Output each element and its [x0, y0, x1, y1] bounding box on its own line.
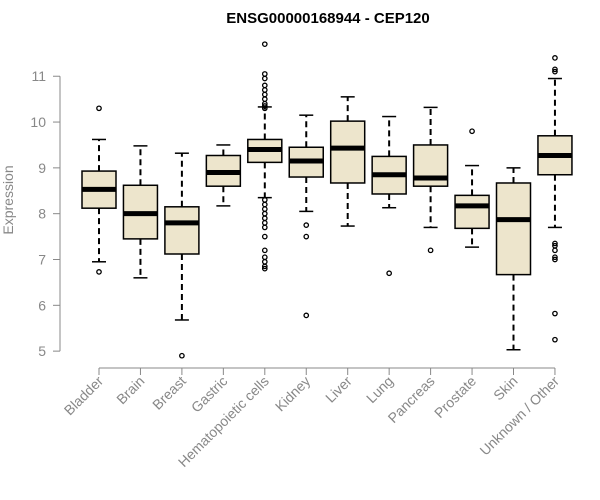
outlier-point [261, 201, 268, 208]
x-tick-label: Liver [322, 373, 355, 406]
outlier-point [96, 105, 102, 112]
box [329, 120, 366, 184]
outlier-point [261, 96, 268, 102]
y-tick-label: 6 [38, 297, 46, 313]
outlier-point [261, 87, 268, 93]
x-tick-label: Prostate [431, 373, 479, 421]
y-axis: 5 6 7 8 9 10 11 [30, 68, 61, 359]
outlier-point [261, 263, 268, 270]
outlier-point [179, 352, 185, 359]
x-tick-label: Unknown / Other [476, 373, 562, 459]
outlier-point [261, 224, 268, 231]
x-tick-label: Skin [490, 373, 521, 404]
outlier-point [261, 258, 268, 265]
outlier-point [261, 247, 268, 254]
outlier-point [261, 41, 268, 48]
box-group [412, 106, 449, 254]
box-group [164, 152, 200, 359]
outlier-point [261, 206, 268, 212]
outlier-point [261, 219, 268, 226]
outlier-point [96, 269, 102, 275]
box-group [537, 55, 573, 343]
y-tick-label: 9 [38, 160, 46, 176]
box-group [288, 114, 324, 319]
x-tick-label: Brain [113, 373, 147, 407]
y-tick-label: 5 [38, 343, 46, 359]
x-tick-label: Lung [363, 373, 396, 406]
outlier-point [386, 270, 392, 277]
box-group [205, 144, 242, 207]
box-series [81, 41, 573, 359]
box-group [454, 128, 490, 248]
box-group [81, 105, 117, 275]
y-tick-label: 7 [38, 251, 46, 267]
x-tick-label: Bladder [61, 373, 107, 419]
outlier-point [261, 75, 268, 82]
outlier-point [261, 71, 268, 77]
box [454, 194, 490, 230]
outlier-point [552, 254, 558, 261]
outlier-point [552, 310, 558, 317]
chart-title: ENSG00000168944 - CEP120 [226, 10, 429, 27]
outlier-point [261, 210, 268, 217]
outlier-point [261, 265, 268, 272]
outlier-point [552, 336, 558, 343]
y-axis-label: Expression [0, 165, 16, 234]
y-tick-label: 10 [30, 114, 46, 130]
box-group [329, 96, 366, 227]
outlier-point [261, 215, 268, 222]
outlier-point [469, 128, 475, 135]
outlier-point [261, 254, 268, 261]
outlier-point [261, 197, 268, 203]
box [495, 182, 532, 276]
outlier-point [552, 256, 558, 263]
outlier-point [552, 55, 558, 61]
x-tick-label: Breast [149, 373, 189, 413]
y-tick-label: 11 [31, 68, 46, 84]
outlier-point [303, 233, 310, 240]
outlier-point [261, 105, 268, 112]
box [164, 206, 200, 255]
outlier-point [261, 233, 268, 240]
outlier-point [552, 68, 558, 75]
outlier-point [552, 247, 558, 254]
outlier-point [552, 240, 558, 247]
box-group [122, 145, 159, 279]
box-group [247, 41, 283, 272]
outlier-point [261, 91, 268, 98]
outlier-point [261, 103, 268, 109]
x-tick-label: Kidney [272, 373, 314, 415]
box-group [371, 115, 407, 277]
outlier-point [303, 222, 310, 228]
y-tick-label: 8 [38, 206, 46, 222]
outlier-point [552, 66, 558, 73]
outlier-point [427, 247, 434, 254]
box-group [495, 167, 532, 351]
outlier-point [261, 82, 268, 89]
outlier-point [303, 312, 310, 319]
